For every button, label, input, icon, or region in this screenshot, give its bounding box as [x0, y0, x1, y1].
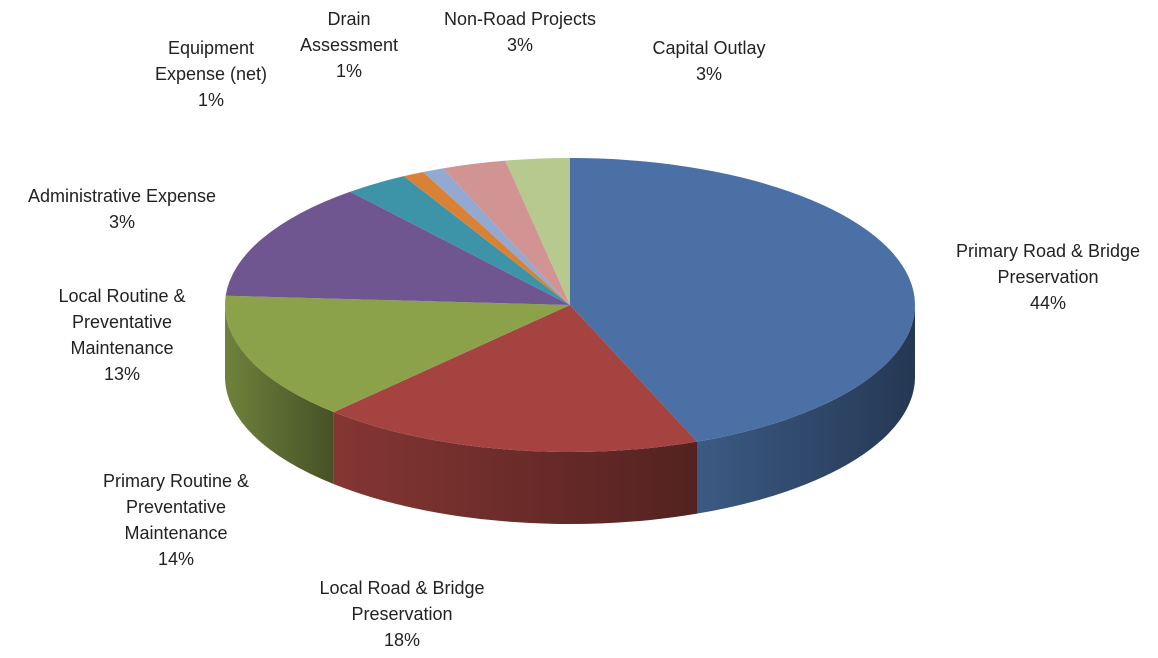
pie-slice	[225, 295, 570, 413]
pie-slice	[442, 160, 570, 305]
label-name: Drain Assessment	[299, 9, 399, 55]
slice-label: Local Road & Bridge Preservation 18%	[297, 575, 507, 653]
slice-label: Drain Assessment 1%	[294, 6, 404, 84]
pie-slice	[423, 168, 570, 305]
slice-label: Administrative Expense 3%	[0, 183, 252, 235]
label-name: Local Routine & Preventative Maintenance	[58, 286, 186, 358]
label-name: Non-Road Projects	[443, 9, 597, 29]
slice-label: Non-Road Projects 3%	[420, 6, 620, 58]
label-value: 1%	[197, 90, 224, 110]
pie-side	[697, 305, 915, 514]
pie-slice	[403, 171, 570, 305]
slice-label: Primary Routine & Preventative Maintenan…	[86, 468, 266, 572]
pie-slice	[225, 191, 570, 305]
pie-slice	[350, 176, 570, 305]
pie-side	[225, 305, 334, 485]
label-value: 44%	[1029, 293, 1067, 313]
label-name: Equipment Expense (net)	[154, 38, 268, 84]
slice-label: Capital Outlay 3%	[609, 35, 809, 87]
label-value: 13%	[103, 364, 141, 384]
label-name: Administrative Expense	[27, 186, 217, 206]
label-value: 14%	[157, 549, 195, 569]
label-name: Primary Routine & Preventative Maintenan…	[102, 471, 250, 543]
label-value: 1%	[335, 61, 362, 81]
pie-side	[333, 412, 698, 524]
label-name: Local Road & Bridge Preservation	[319, 578, 485, 624]
pie-slice	[333, 305, 698, 453]
label-name: Primary Road & Bridge Preservation	[955, 241, 1141, 287]
label-name: Capital Outlay	[652, 38, 766, 58]
slice-label: Equipment Expense (net) 1%	[146, 35, 276, 113]
pie-slice	[505, 158, 570, 305]
pie-slice	[570, 158, 916, 442]
label-value: 3%	[506, 35, 533, 55]
slice-label: Local Routine & Preventative Maintenance…	[32, 283, 212, 387]
label-value: 3%	[695, 64, 722, 84]
label-value: 18%	[383, 630, 421, 650]
label-value: 3%	[108, 212, 135, 232]
slice-label: Primary Road & Bridge Preservation 44%	[938, 238, 1158, 316]
